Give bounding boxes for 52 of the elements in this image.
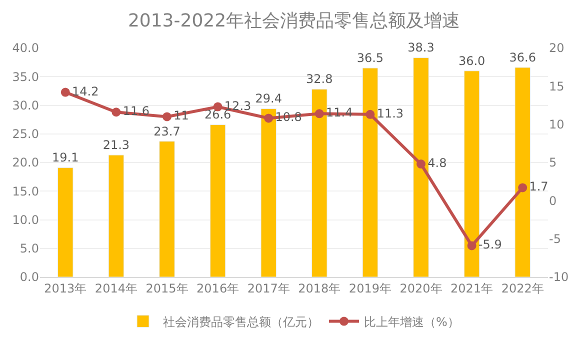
x-tick-label: 2019年 [348,281,392,296]
x-tick-label: 2017年 [247,281,290,296]
data-label: 19.1 [52,150,79,165]
x-tick-label: 2018年 [298,281,341,296]
y-tick-label: 10.0 [12,212,39,227]
data-label: -5.9 [478,238,502,252]
point [112,108,121,117]
y-tick-label: 5.0 [20,242,39,256]
point [467,241,476,250]
y-tick-label: 35.0 [12,70,39,84]
point [60,88,70,97]
y-tick-label: 25.0 [12,127,39,142]
data-label: 38.3 [408,40,434,55]
data-label: 11.3 [376,106,404,120]
x-tick-label: 2013年 [44,281,87,296]
data-label: 29.4 [255,92,282,106]
point [264,114,274,123]
point [416,160,426,169]
y-tick-label: 0.0 [20,270,39,284]
legend-label: 社会消费品零售总额（亿元） [163,314,319,329]
data-label: 36.5 [356,51,384,66]
chart-title: 2013-2022年社会消费品零售总额及增速 [128,10,460,32]
x-tick-label: 2015年 [146,281,188,296]
x-tick-label: 2016年 [196,281,240,296]
legend-label: 比上年增速（%） [364,314,460,329]
y-tick-label: 15.0 [12,184,39,198]
y-tick-label: 40.0 [12,41,39,56]
y2-tick-label: 10 [549,118,564,132]
point [314,109,324,118]
y-tick-label: 30.0 [12,98,39,112]
y-tick-label: 20.0 [12,156,39,170]
y2-tick-label: 20 [549,41,564,56]
data-label: 1.7 [529,180,548,194]
y2-tick-label: 15 [549,79,564,94]
data-label: 11.4 [326,106,353,120]
data-label: 21.3 [102,138,130,152]
x-tick-label: 2020年 [400,281,442,296]
y2-tick-label: 0 [549,194,557,208]
point [366,110,375,119]
x-tick-label: 2021年 [450,281,494,296]
data-label: 14.2 [72,84,99,98]
point [518,183,528,192]
data-label: 36.0 [458,54,486,68]
y2-tick-label: 5 [549,156,557,170]
point [162,112,172,122]
data-label: 32.8 [306,72,333,86]
x-tick-label: 2014年 [94,281,138,296]
y2-tick-label: -5 [549,232,561,246]
y2-tick-label: -10 [549,270,569,284]
data-label: 36.6 [509,50,536,64]
data-label: 23.7 [154,124,180,138]
x-tick-label: 2022年 [501,281,544,296]
